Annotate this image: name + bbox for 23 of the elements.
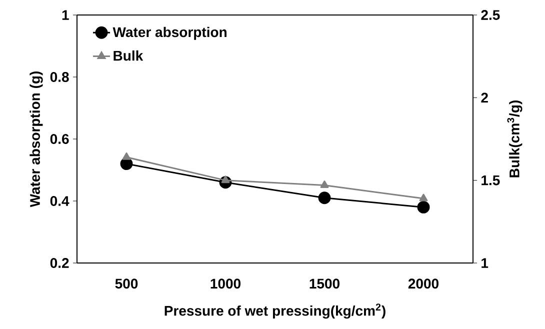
x-tick-label: 2000 [408,278,438,289]
x-tick-label: 500 [115,278,138,289]
legend-label: Bulk [114,50,144,61]
point [318,192,331,204]
y2-tick-label: 1 [482,258,488,268]
y-tick-label: 1 [62,10,69,20]
y2-axis-title: Bulk(cm$^{3}$/g) [507,100,522,178]
point [320,180,329,188]
y-tick-label: 0.8 [50,72,69,82]
y2-tick-label: 2.5 [481,10,500,20]
point [122,152,131,160]
y2-tick-label: 1.5 [482,175,500,186]
y2-tick-label: 2 [481,92,488,103]
y-tick-label: 0.2 [50,258,69,268]
x-tick-label: 1500 [310,278,340,289]
y-tick-label: 0.6 [50,134,69,144]
x-tick-label: 1000 [210,278,240,289]
legend-label: Water absorption [112,26,226,40]
point [419,194,428,202]
y-axis-title: Water absorption (g) [30,72,43,208]
y-tick-label: 0.4 [50,196,70,206]
point [417,200,430,214]
x-axis-title: Pressure of wet pressing(kg/cm$^{2}$) [164,304,386,319]
